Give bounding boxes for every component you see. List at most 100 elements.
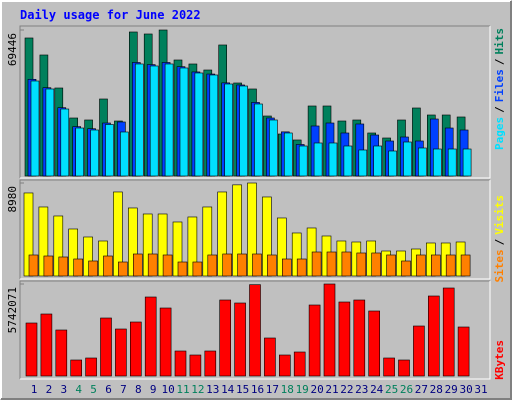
x-tick-label: 19 [296, 383, 309, 396]
bar [120, 131, 129, 177]
panel-edge-dark [19, 280, 490, 379]
bar [403, 141, 412, 177]
bar [269, 119, 278, 177]
x-tick-label: 24 [370, 383, 384, 396]
bar [103, 255, 113, 277]
bar [192, 261, 203, 277]
bar [247, 182, 257, 277]
bar [298, 145, 308, 177]
bar [28, 254, 39, 277]
bar [128, 207, 138, 277]
bar [237, 253, 247, 277]
bar [264, 337, 276, 377]
panel-edge-light [20, 180, 491, 280]
bar [341, 251, 352, 277]
x-tick-label: 16 [251, 383, 264, 396]
bar [252, 253, 262, 277]
bar [254, 103, 263, 177]
bar [25, 322, 38, 377]
bar [232, 184, 242, 277]
bar [90, 129, 99, 177]
x-tick-label: 9 [150, 383, 157, 396]
bar [358, 149, 368, 177]
bar [353, 299, 366, 377]
bar [204, 350, 217, 377]
bar [177, 261, 188, 277]
legend: KBytes [493, 340, 506, 380]
bar [83, 236, 93, 277]
bar [100, 317, 112, 377]
x-tick-label: 6 [105, 383, 112, 396]
bar [113, 191, 123, 277]
bar [416, 254, 426, 277]
bar [413, 325, 425, 377]
bar [130, 321, 142, 377]
bar [383, 357, 395, 377]
bar [58, 256, 69, 277]
bar [278, 354, 291, 377]
x-tick-label: 14 [221, 383, 235, 396]
x-tick-label: 22 [340, 383, 353, 396]
panel-edge-light [20, 26, 491, 179]
x-tick-label: 4 [75, 383, 82, 396]
bar [432, 148, 442, 177]
bar [164, 63, 174, 177]
bar [53, 215, 64, 277]
bar [60, 108, 70, 177]
bar [447, 148, 457, 177]
bar [30, 80, 40, 177]
x-tick-label: 29 [445, 383, 458, 396]
chart-title: Daily usage for June 2022 [20, 8, 201, 22]
x-tick-label: 12 [191, 383, 204, 396]
x-tick-label: 28 [430, 383, 443, 396]
bar [388, 150, 397, 177]
bar [430, 254, 441, 277]
bar [174, 350, 187, 377]
y-tick-label: 5742071 [6, 287, 19, 333]
x-tick-label: 31 [474, 383, 487, 396]
bar [179, 67, 189, 177]
bar [115, 328, 127, 377]
bar [373, 145, 383, 177]
bar [401, 260, 411, 277]
x-tick-label: 7 [120, 383, 127, 396]
bar [70, 359, 82, 377]
bar [356, 252, 367, 277]
bar [118, 261, 128, 277]
x-tick-label: 23 [355, 383, 368, 396]
bar [311, 251, 322, 277]
legend-separator: / [493, 238, 506, 245]
bar [194, 72, 204, 177]
bar [172, 221, 183, 277]
bar [133, 253, 143, 277]
legend: Sites / Visits [493, 195, 506, 283]
bar [386, 254, 396, 277]
x-tick-label: 26 [400, 383, 413, 396]
legend-separator: / [493, 106, 506, 113]
bar [217, 191, 227, 277]
bar [147, 253, 158, 277]
bar [313, 142, 323, 177]
bar [234, 302, 246, 377]
bar [398, 359, 410, 377]
bar [75, 127, 84, 177]
x-tick-label: 25 [385, 383, 398, 396]
bar [296, 258, 307, 277]
legend-entry: Pages [493, 117, 506, 150]
bar [293, 351, 306, 377]
bar [43, 255, 54, 277]
x-tick-label: 20 [310, 383, 323, 396]
bar [105, 124, 114, 177]
x-tick-label: 1 [31, 383, 38, 396]
x-tick-label: 21 [325, 383, 338, 396]
x-tick-label: 27 [415, 383, 428, 396]
legend-entry: Hits [493, 28, 506, 55]
bar [460, 254, 471, 277]
bar [68, 228, 78, 277]
bar [162, 254, 173, 277]
x-tick-label: 15 [236, 383, 249, 396]
x-tick-label: 8 [135, 383, 142, 396]
